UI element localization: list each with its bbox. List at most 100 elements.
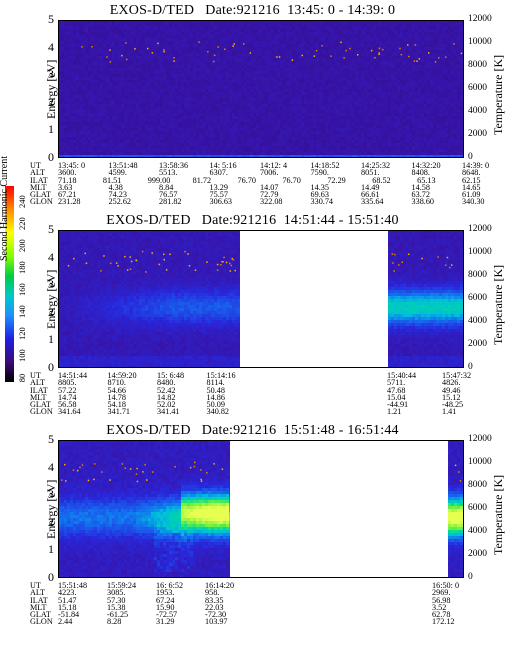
spectrogram-cell — [235, 26, 238, 29]
spectrogram-cell — [232, 38, 235, 41]
spectrogram-cell — [208, 98, 211, 101]
spectrogram-cell — [277, 128, 280, 131]
spectrogram-cell — [334, 65, 337, 68]
spectrogram-cell — [253, 92, 256, 95]
spectrogram-cell — [136, 95, 139, 98]
spectrogram-cell — [88, 143, 91, 146]
spectrogram-cell — [199, 140, 202, 143]
spectrogram-cell — [82, 95, 85, 98]
spectrogram-cell — [259, 68, 262, 71]
spectrogram-cell — [172, 77, 175, 80]
spectrogram-cell — [121, 68, 124, 71]
spectrogram-cell — [286, 110, 289, 113]
spectrogram-cell — [181, 38, 184, 41]
spectrogram-cell — [376, 125, 379, 128]
spectrogram-cell — [82, 23, 85, 26]
spectrogram-cell — [127, 140, 130, 143]
spectrogram-cell — [73, 77, 76, 80]
spectrogram-cell — [199, 44, 202, 47]
spectrogram-cell — [127, 101, 130, 104]
spectrogram-cell — [73, 149, 76, 152]
spectrogram-cell — [316, 38, 319, 41]
spectrogram-cell — [100, 149, 103, 152]
spectrogram-cell — [220, 53, 223, 56]
spectrogram-cell — [217, 116, 220, 119]
spectrogram-cell — [100, 146, 103, 149]
spectrogram-cell — [97, 140, 100, 143]
spectrogram-cell — [151, 116, 154, 119]
spectrogram-cell — [196, 134, 199, 137]
spectrogram-cell — [184, 83, 187, 86]
spectrogram-cell — [265, 128, 268, 131]
spectrogram-cell — [145, 53, 148, 56]
spectrogram-cell — [319, 32, 322, 35]
spectrogram-cell — [265, 23, 268, 26]
spectrogram-cell — [280, 83, 283, 86]
spectrogram-cell — [262, 116, 265, 119]
spectrogram-cell — [112, 62, 115, 65]
spectrogram-cell — [172, 74, 175, 77]
colorbar — [5, 186, 14, 382]
spectrogram-cell — [163, 137, 166, 140]
spectrogram-cell — [274, 77, 277, 80]
spectrogram-cell — [79, 83, 82, 86]
spectrogram-cell — [343, 59, 346, 62]
spectrogram-cell — [253, 47, 256, 50]
spectrogram-cell — [127, 20, 130, 23]
spectrogram-cell — [214, 155, 217, 158]
spectrogram-cell — [376, 59, 379, 62]
spectrogram-cell — [268, 155, 271, 158]
spectrogram-cell — [352, 104, 355, 107]
spectrogram-cell — [322, 107, 325, 110]
spectrogram-cell — [346, 143, 349, 146]
spectrogram-cell — [88, 137, 91, 140]
spectrogram-cell — [70, 80, 73, 83]
spectrogram-cell — [268, 71, 271, 74]
spectrogram-cell — [217, 23, 220, 26]
spectrogram-cell — [103, 38, 106, 41]
spectrogram-cell — [166, 62, 169, 65]
spectrogram-cell — [109, 134, 112, 137]
spectrogram-cell — [376, 149, 379, 152]
spectrogram-cell — [349, 80, 352, 83]
spectrogram-cell — [181, 80, 184, 83]
spectrogram-cell — [82, 38, 85, 41]
spectrogram-cell — [364, 80, 367, 83]
spectrogram-cell — [145, 107, 148, 110]
spectrogram-cell — [352, 101, 355, 104]
spectrogram-cell — [289, 149, 292, 152]
spectrogram-cell — [292, 41, 295, 44]
spectrogram-cell — [355, 116, 358, 119]
spectrogram-cell — [268, 128, 271, 131]
spectrogram-cell — [298, 74, 301, 77]
spectrogram-cell — [259, 23, 262, 26]
spectrogram-cell — [73, 131, 76, 134]
spectrogram-cell — [265, 95, 268, 98]
spectrogram-cell — [190, 131, 193, 134]
spectrogram-cell — [67, 20, 70, 23]
spectrogram-cell — [286, 95, 289, 98]
spectrogram-cell — [340, 23, 343, 26]
spectrogram-cell — [340, 104, 343, 107]
spectrogram-cell — [232, 128, 235, 131]
spectrogram-cell — [199, 98, 202, 101]
spectrogram-cell — [100, 83, 103, 86]
spectrogram-cell — [202, 50, 205, 53]
spectrogram-cell — [274, 89, 277, 92]
spectrogram-cell — [280, 152, 283, 155]
spectrogram-cell — [136, 83, 139, 86]
spectrogram-cell — [319, 152, 322, 155]
spectrogram-cell — [79, 119, 82, 122]
spectrogram-cell — [100, 116, 103, 119]
spectrogram-cell — [301, 89, 304, 92]
spectrogram-cell — [139, 119, 142, 122]
spectrogram-cell — [304, 29, 307, 32]
spectrogram-cell — [79, 107, 82, 110]
spectrogram-cell — [346, 152, 349, 155]
spectrogram-cell — [100, 113, 103, 116]
spectrogram-cell — [340, 92, 343, 95]
spectrogram-cell — [106, 50, 109, 53]
spectrogram-cell — [112, 128, 115, 131]
spectrogram-cell — [355, 110, 358, 113]
spectrogram-cell — [301, 35, 304, 38]
